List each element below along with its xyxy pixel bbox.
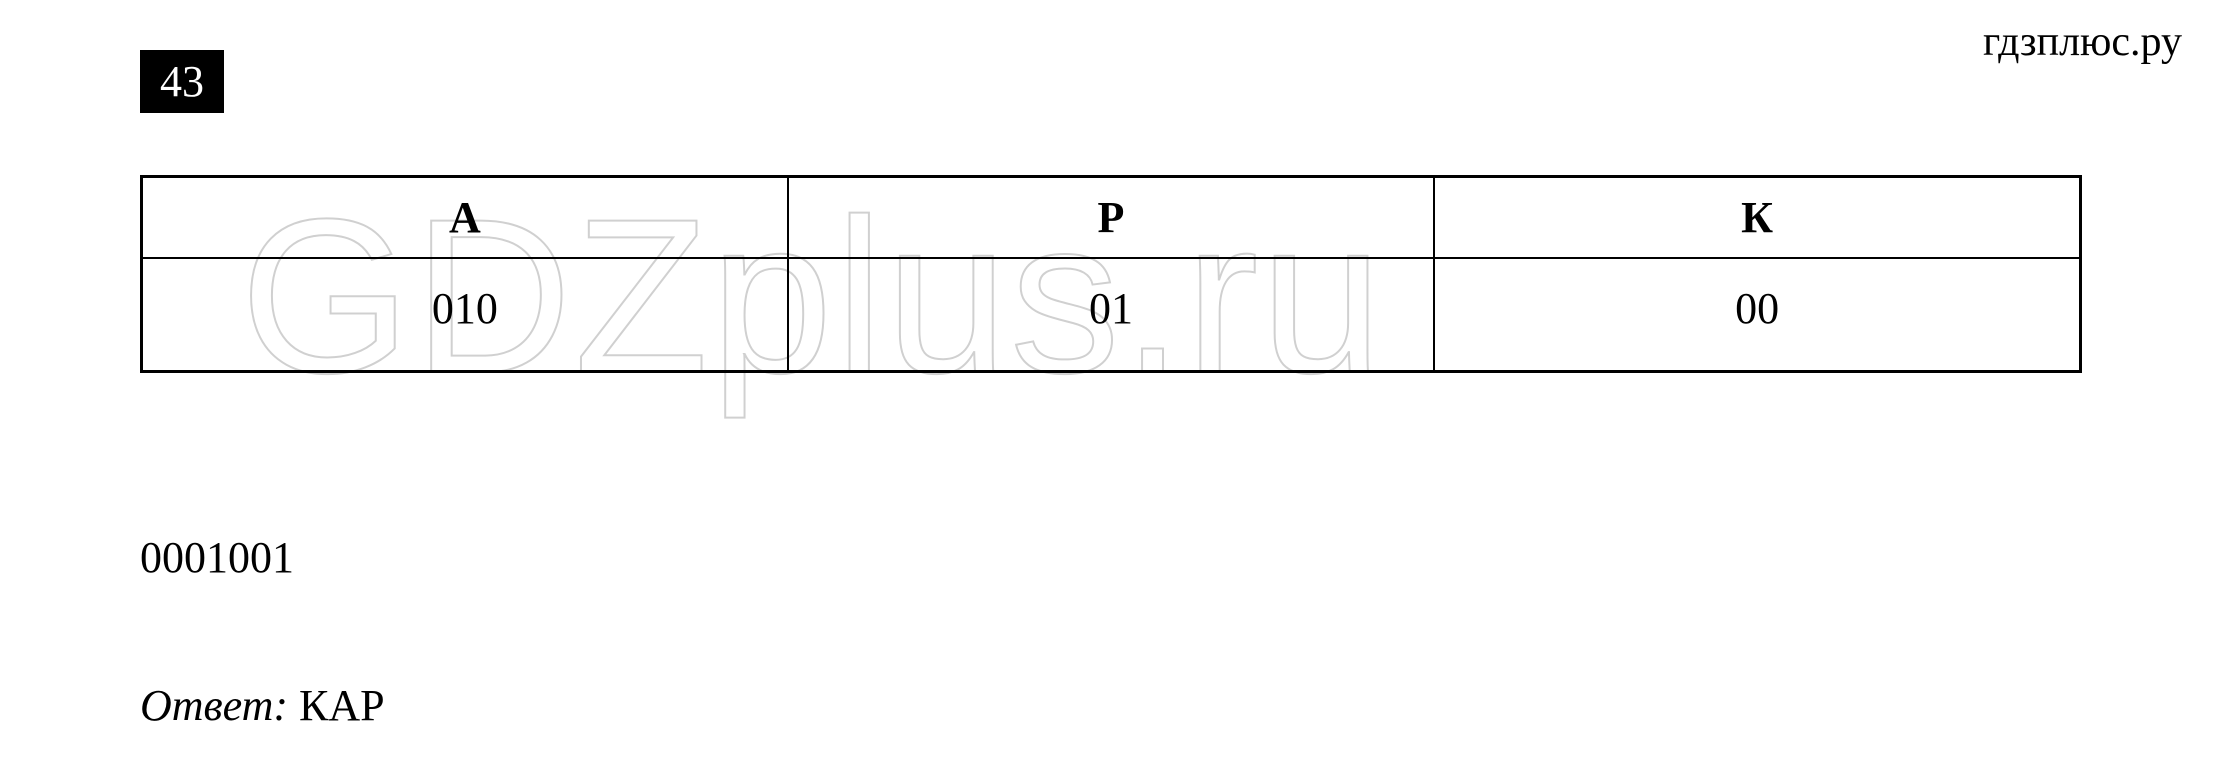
table-header-row: А Р К xyxy=(142,177,2081,259)
table-cell: 01 xyxy=(788,258,1434,372)
table-cell: 010 xyxy=(142,258,788,372)
answer-value: КАР xyxy=(299,681,385,730)
answer-line: Ответ: КАР xyxy=(140,680,385,731)
table-header-cell: К xyxy=(1434,177,2080,259)
table-header-cell: А xyxy=(142,177,788,259)
site-label: гдзплюс.ру xyxy=(1983,18,2182,66)
code-table: А Р К 010 01 00 xyxy=(140,175,2082,373)
problem-number-badge: 43 xyxy=(140,50,224,113)
sequence-text: 0001001 xyxy=(140,532,294,583)
table-header-cell: Р xyxy=(788,177,1434,259)
table-cell: 00 xyxy=(1434,258,2080,372)
table-row: 010 01 00 xyxy=(142,258,2081,372)
answer-label: Ответ: xyxy=(140,681,288,730)
